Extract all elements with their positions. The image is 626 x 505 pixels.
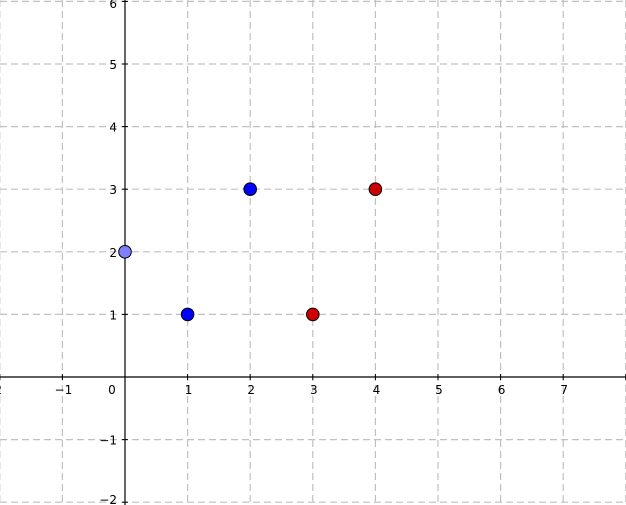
y-tick-label: 4 <box>109 121 117 135</box>
y-tick-label: 5 <box>109 58 117 72</box>
y-tick-label: −1 <box>99 434 117 448</box>
y-tick-label: −2 <box>99 493 117 505</box>
x-tick-label: 2 <box>247 383 255 397</box>
y-tick-label: 1 <box>109 308 117 322</box>
y-tick-label: 2 <box>109 246 117 260</box>
data-point[interactable] <box>368 182 383 196</box>
x-tick-label: 7 <box>560 383 568 397</box>
x-tick-label: -2 <box>0 383 2 397</box>
y-tick-label: 3 <box>109 183 117 197</box>
data-point[interactable] <box>180 307 195 322</box>
x-tick-label: 0 <box>108 383 116 397</box>
data-point[interactable] <box>118 245 132 259</box>
x-tick-label: 1 <box>185 383 193 397</box>
x-tick-label: 6 <box>498 383 506 397</box>
x-tick-label: 5 <box>435 383 443 397</box>
data-point[interactable] <box>243 182 257 196</box>
x-tick-label: 4 <box>373 383 381 397</box>
data-points <box>118 182 383 322</box>
x-tick-label: −1 <box>55 383 73 397</box>
data-point[interactable] <box>306 307 320 322</box>
x-tick-label: 3 <box>310 383 318 397</box>
y-tick-label: 6 <box>109 0 117 11</box>
